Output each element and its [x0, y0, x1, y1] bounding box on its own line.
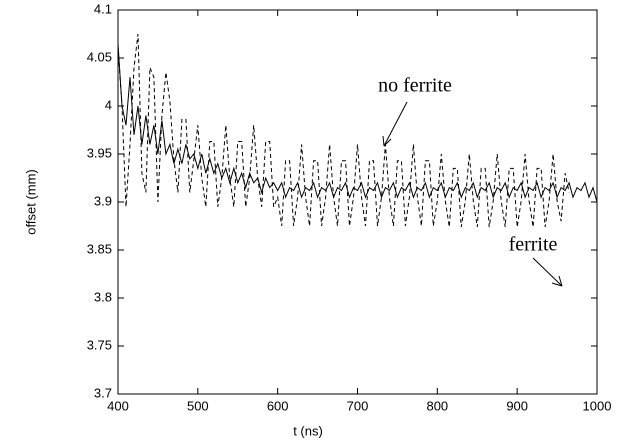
y-tick-label: 3.9: [94, 193, 112, 208]
series-line: [117, 43, 598, 203]
arrow-head: [551, 275, 563, 287]
x-tick-label: 900: [506, 398, 528, 413]
x-tick-label: 700: [347, 398, 369, 413]
x-tick-label: 600: [267, 398, 289, 413]
plot-frame: [117, 9, 598, 395]
y-tick-label: 3.7: [94, 385, 112, 400]
annotation: ferrite: [509, 234, 558, 256]
series-line: [117, 33, 570, 228]
y-tick-label: 4.05: [87, 49, 112, 64]
annotation-arrow: [383, 101, 408, 147]
y-axis-label: offset (mm): [23, 169, 38, 235]
x-tick-label: 800: [426, 398, 448, 413]
y-tick-label: 3.85: [87, 241, 112, 256]
y-tick-label: 3.75: [87, 337, 112, 352]
y-tick-label: 4: [105, 97, 112, 112]
y-tick-label: 3.95: [87, 145, 112, 160]
x-axis-label: t (ns): [293, 423, 323, 438]
y-tick-label: 4.1: [94, 1, 112, 16]
annotation-arrow: [532, 257, 563, 287]
x-tick-label: 400: [107, 398, 129, 413]
annotation: no ferrite: [378, 75, 452, 97]
x-tick-label: 1000: [583, 398, 612, 413]
x-tick-label: 500: [187, 398, 209, 413]
y-tick-label: 3.8: [94, 289, 112, 304]
